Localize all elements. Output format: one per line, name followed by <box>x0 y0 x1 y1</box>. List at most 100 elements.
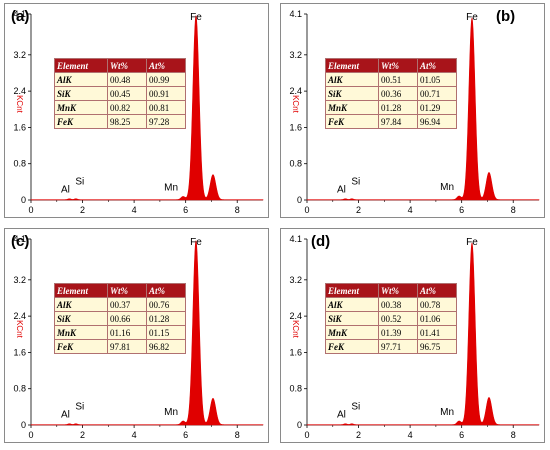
at-cell: 00.91 <box>146 86 186 101</box>
y-tick-label: 0 <box>21 195 26 205</box>
element-cell: SiK <box>54 311 108 326</box>
y-tick-label: 1.6 <box>13 122 26 132</box>
y-tick-label: 0.8 <box>289 384 302 394</box>
element-cell: FeK <box>54 114 108 129</box>
at-cell: 00.76 <box>146 297 186 312</box>
wt-cell: 00.45 <box>107 86 147 101</box>
x-tick-label: 4 <box>408 430 413 440</box>
at-cell: 96.94 <box>417 114 457 129</box>
peak-label: Mn <box>440 407 454 418</box>
at-cell: 01.06 <box>417 311 457 326</box>
peak-label: Fe <box>190 12 202 23</box>
y-axis-label: KCnt <box>15 320 24 339</box>
spectrum-area <box>306 242 540 426</box>
y-tick-label: 0 <box>297 195 302 205</box>
x-tick-label: 8 <box>235 205 240 215</box>
x-tick-label: 4 <box>408 205 413 215</box>
peak-label: Fe <box>466 12 478 23</box>
table-row: MnK 00.82 00.81 <box>54 100 186 115</box>
wt-cell: 00.51 <box>378 72 418 87</box>
header-at: At% <box>146 283 186 298</box>
peak-label: Al <box>337 185 346 196</box>
composition-table: Element Wt% At% AlK 00.48 00.99 SiK 00.4… <box>54 58 186 129</box>
x-tick-label: 0 <box>304 430 309 440</box>
y-tick-label: 2.4 <box>13 311 26 321</box>
panel-label: (b) <box>496 8 516 25</box>
x-tick-label: 8 <box>511 430 516 440</box>
header-element: Element <box>54 58 108 73</box>
table-row: FeK 97.81 96.82 <box>54 339 186 354</box>
eds-panel-a: 0 0.8 1.6 2.4 3.2 4.1 0 2 4 6 8 KCnt Al Si Mn Fe (a) El… <box>4 3 269 218</box>
wt-cell: 01.16 <box>107 325 147 340</box>
header-wt: Wt% <box>378 58 418 73</box>
table-row: AlK 00.51 01.05 <box>325 72 457 87</box>
table-row: FeK 97.71 96.75 <box>325 339 457 354</box>
element-cell: AlK <box>54 297 108 312</box>
table-row: SiK 00.52 01.06 <box>325 311 457 326</box>
table-header-row: Element Wt% At% <box>325 283 457 298</box>
x-tick-label: 2 <box>80 205 85 215</box>
table-row: AlK 00.48 00.99 <box>54 72 186 87</box>
x-tick-label: 0 <box>304 205 309 215</box>
wt-cell: 00.37 <box>107 297 147 312</box>
header-element: Element <box>325 58 379 73</box>
at-cell: 01.28 <box>146 311 186 326</box>
element-cell: MnK <box>325 100 379 115</box>
element-cell: SiK <box>325 311 379 326</box>
composition-table: Element Wt% At% AlK 00.38 00.78 SiK 00.5… <box>325 283 457 354</box>
peak-label: Al <box>61 185 70 196</box>
x-tick-label: 8 <box>235 430 240 440</box>
spectrum-chart: 0 0.8 1.6 2.4 3.2 4.1 0 2 4 6 8 KCnt Al Si Mn Fe <box>13 9 264 215</box>
at-cell: 97.28 <box>146 114 186 129</box>
x-tick-label: 4 <box>132 205 137 215</box>
element-cell: MnK <box>325 325 379 340</box>
table-row: FeK 98.25 97.28 <box>54 114 186 129</box>
x-tick-label: 4 <box>132 430 137 440</box>
wt-cell: 97.81 <box>107 339 147 354</box>
table-header-row: Element Wt% At% <box>325 58 457 73</box>
wt-cell: 00.36 <box>378 86 418 101</box>
spectrum-area <box>306 17 540 201</box>
at-cell: 00.81 <box>146 100 186 115</box>
element-cell: FeK <box>325 114 379 129</box>
peak-label: Si <box>75 177 84 188</box>
peak-label: Fe <box>466 237 478 248</box>
x-tick-label: 6 <box>183 205 188 215</box>
at-cell: 00.71 <box>417 86 457 101</box>
wt-cell: 00.66 <box>107 311 147 326</box>
element-cell: FeK <box>54 339 108 354</box>
at-cell: 00.78 <box>417 297 457 312</box>
panel-label: (a) <box>11 8 30 25</box>
wt-cell: 01.39 <box>378 325 418 340</box>
at-cell: 01.29 <box>417 100 457 115</box>
eds-panel-d: 0 0.8 1.6 2.4 3.2 4.1 0 2 4 6 8 KCnt Al Si Mn Fe (d) El… <box>280 228 545 443</box>
peak-label: Si <box>351 177 360 188</box>
wt-cell: 00.38 <box>378 297 418 312</box>
y-tick-label: 2.4 <box>289 311 302 321</box>
y-tick-label: 0 <box>297 420 302 430</box>
y-axis-label: KCnt <box>15 95 24 114</box>
eds-panel-b: 0 0.8 1.6 2.4 3.2 4.1 0 2 4 6 8 KCnt Al Si Mn Fe (b) El… <box>280 3 545 218</box>
header-element: Element <box>54 283 108 298</box>
element-cell: AlK <box>325 297 379 312</box>
x-tick-label: 2 <box>356 205 361 215</box>
y-tick-label: 1.6 <box>13 347 26 357</box>
peak-label: Mn <box>164 182 178 193</box>
wt-cell: 00.52 <box>378 311 418 326</box>
y-tick-label: 4.1 <box>13 9 26 19</box>
header-wt: Wt% <box>107 283 147 298</box>
y-axis-label: KCnt <box>291 95 300 114</box>
element-cell: MnK <box>54 325 108 340</box>
y-tick-label: 2.4 <box>289 86 302 96</box>
spectrum-chart: 0 0.8 1.6 2.4 3.2 4.1 0 2 4 6 8 KCnt Al Si Mn Fe <box>289 234 540 440</box>
spectrum-chart: 0 0.8 1.6 2.4 3.2 4.1 0 2 4 6 8 KCnt Al Si Mn Fe <box>13 234 264 440</box>
x-tick-label: 6 <box>459 430 464 440</box>
header-wt: Wt% <box>378 283 418 298</box>
table-row: MnK 01.16 01.15 <box>54 325 186 340</box>
table-header-row: Element Wt% At% <box>54 58 186 73</box>
element-cell: MnK <box>54 100 108 115</box>
y-tick-label: 4.1 <box>289 9 302 19</box>
peak-label: Fe <box>190 237 202 248</box>
table-row: MnK 01.28 01.29 <box>325 100 457 115</box>
header-at: At% <box>146 58 186 73</box>
